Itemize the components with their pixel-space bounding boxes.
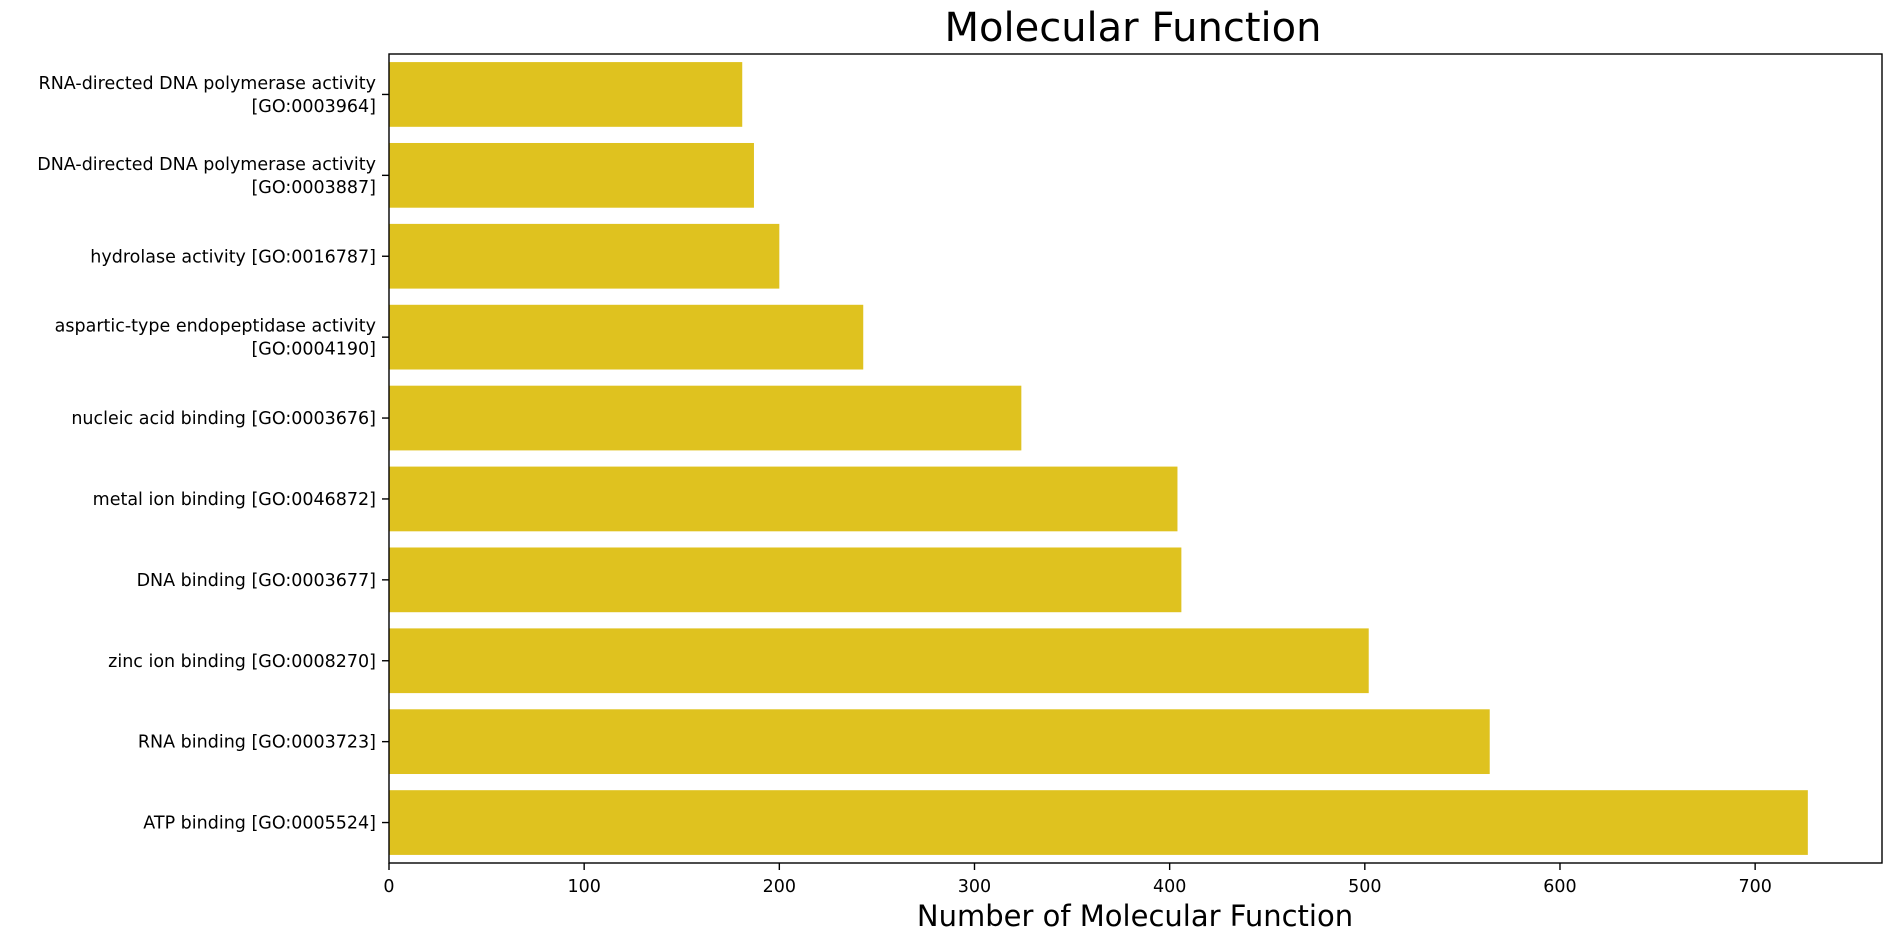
x-tick-label: 500 bbox=[1348, 877, 1381, 897]
category-label: aspartic-type endopeptidase activity bbox=[55, 317, 376, 337]
x-tick-label: 300 bbox=[958, 877, 991, 897]
bar bbox=[389, 466, 1178, 532]
bars-layer bbox=[389, 62, 1808, 855]
bar bbox=[389, 547, 1182, 613]
bar bbox=[389, 62, 743, 127]
bar bbox=[389, 385, 1022, 451]
bar bbox=[389, 223, 780, 289]
category-label: ATP binding [GO:0005524] bbox=[143, 814, 376, 834]
bar bbox=[389, 628, 1369, 694]
bar bbox=[389, 142, 754, 208]
category-label: [GO:0003887] bbox=[251, 178, 376, 198]
category-label: [GO:0003964] bbox=[251, 97, 376, 117]
category-label: metal ion binding [GO:0046872] bbox=[93, 490, 376, 510]
chart-title: Molecular Function bbox=[945, 5, 1322, 51]
x-axis-label: Number of Molecular Function bbox=[917, 899, 1353, 933]
category-label: RNA binding [GO:0003723] bbox=[138, 733, 376, 753]
bar bbox=[389, 790, 1808, 855]
category-label: nucleic acid binding [GO:0003676] bbox=[71, 409, 376, 429]
category-label: RNA-directed DNA polymerase activity bbox=[39, 74, 376, 94]
bar bbox=[389, 709, 1490, 775]
category-label: [GO:0004190] bbox=[251, 340, 376, 360]
category-label: hydrolase activity [GO:0016787] bbox=[90, 247, 376, 267]
x-tick-label: 400 bbox=[1153, 877, 1186, 897]
category-label: zinc ion binding [GO:0008270] bbox=[108, 652, 376, 672]
x-tick-label: 200 bbox=[763, 877, 796, 897]
x-tick-label: 600 bbox=[1543, 877, 1576, 897]
plot-frame bbox=[388, 53, 1883, 864]
x-tick-label: 0 bbox=[383, 877, 394, 897]
category-label: DNA binding [GO:0003677] bbox=[137, 571, 376, 591]
x-tick-label: 100 bbox=[567, 877, 600, 897]
x-tick-label: 700 bbox=[1738, 877, 1771, 897]
bar bbox=[389, 304, 864, 370]
x-axis-ticks: 0 100 200 300 400 500 600 700 bbox=[383, 863, 1772, 897]
category-labels: RNA-directed DNA polymerase activity [GO:… bbox=[37, 74, 389, 834]
category-label: DNA-directed DNA polymerase activity bbox=[37, 155, 376, 175]
